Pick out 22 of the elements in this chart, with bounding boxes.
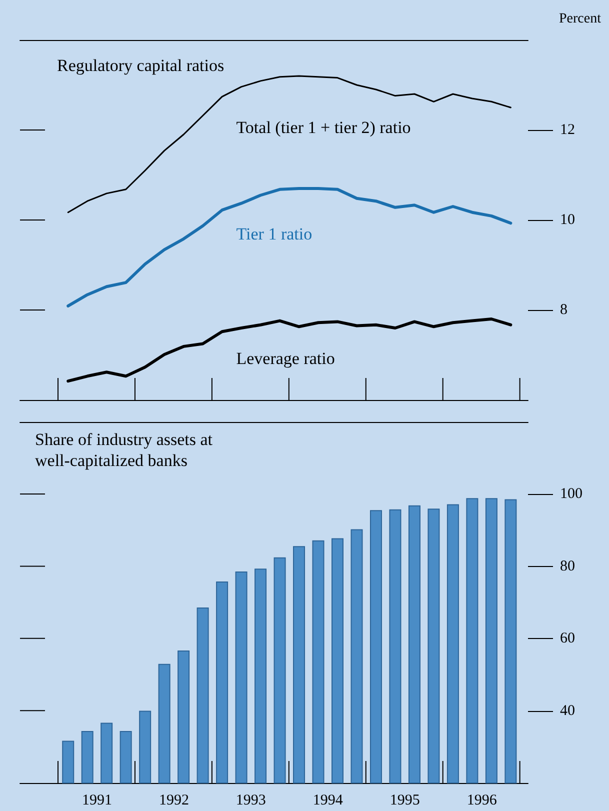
x-tick-label: 1995 [390, 792, 420, 808]
text: Share of industry assets at well-capitalized banks [35, 430, 213, 470]
line-series [66, 318, 512, 383]
line-series [67, 75, 512, 214]
y-tick-label: 8 [560, 302, 568, 318]
y-axis-title: Percent [559, 12, 602, 26]
y-tick-label: 40 [560, 702, 575, 719]
series-label: Total (tier 1 + tier 2) ratio [236, 118, 411, 137]
line-series [66, 187, 512, 308]
series-label: Tier 1 ratio [236, 224, 312, 244]
y-tick-label: 12 [560, 122, 575, 138]
y-tick-label: 100 [560, 486, 582, 502]
x-tick-label: 1992 [158, 792, 189, 808]
y-tick-label: 60 [560, 630, 575, 647]
y-tick-label: 80 [560, 558, 575, 574]
y-tick-label: 10 [560, 212, 575, 228]
series-label: Leverage ratio [236, 348, 335, 368]
x-tick-label: 1994 [312, 792, 344, 808]
x-tick-label: 1993 [236, 792, 266, 808]
x-tick-label: 1996 [466, 792, 498, 808]
text: Regulatory capital ratios [57, 56, 224, 75]
x-tick-label: 1991 [82, 792, 112, 808]
